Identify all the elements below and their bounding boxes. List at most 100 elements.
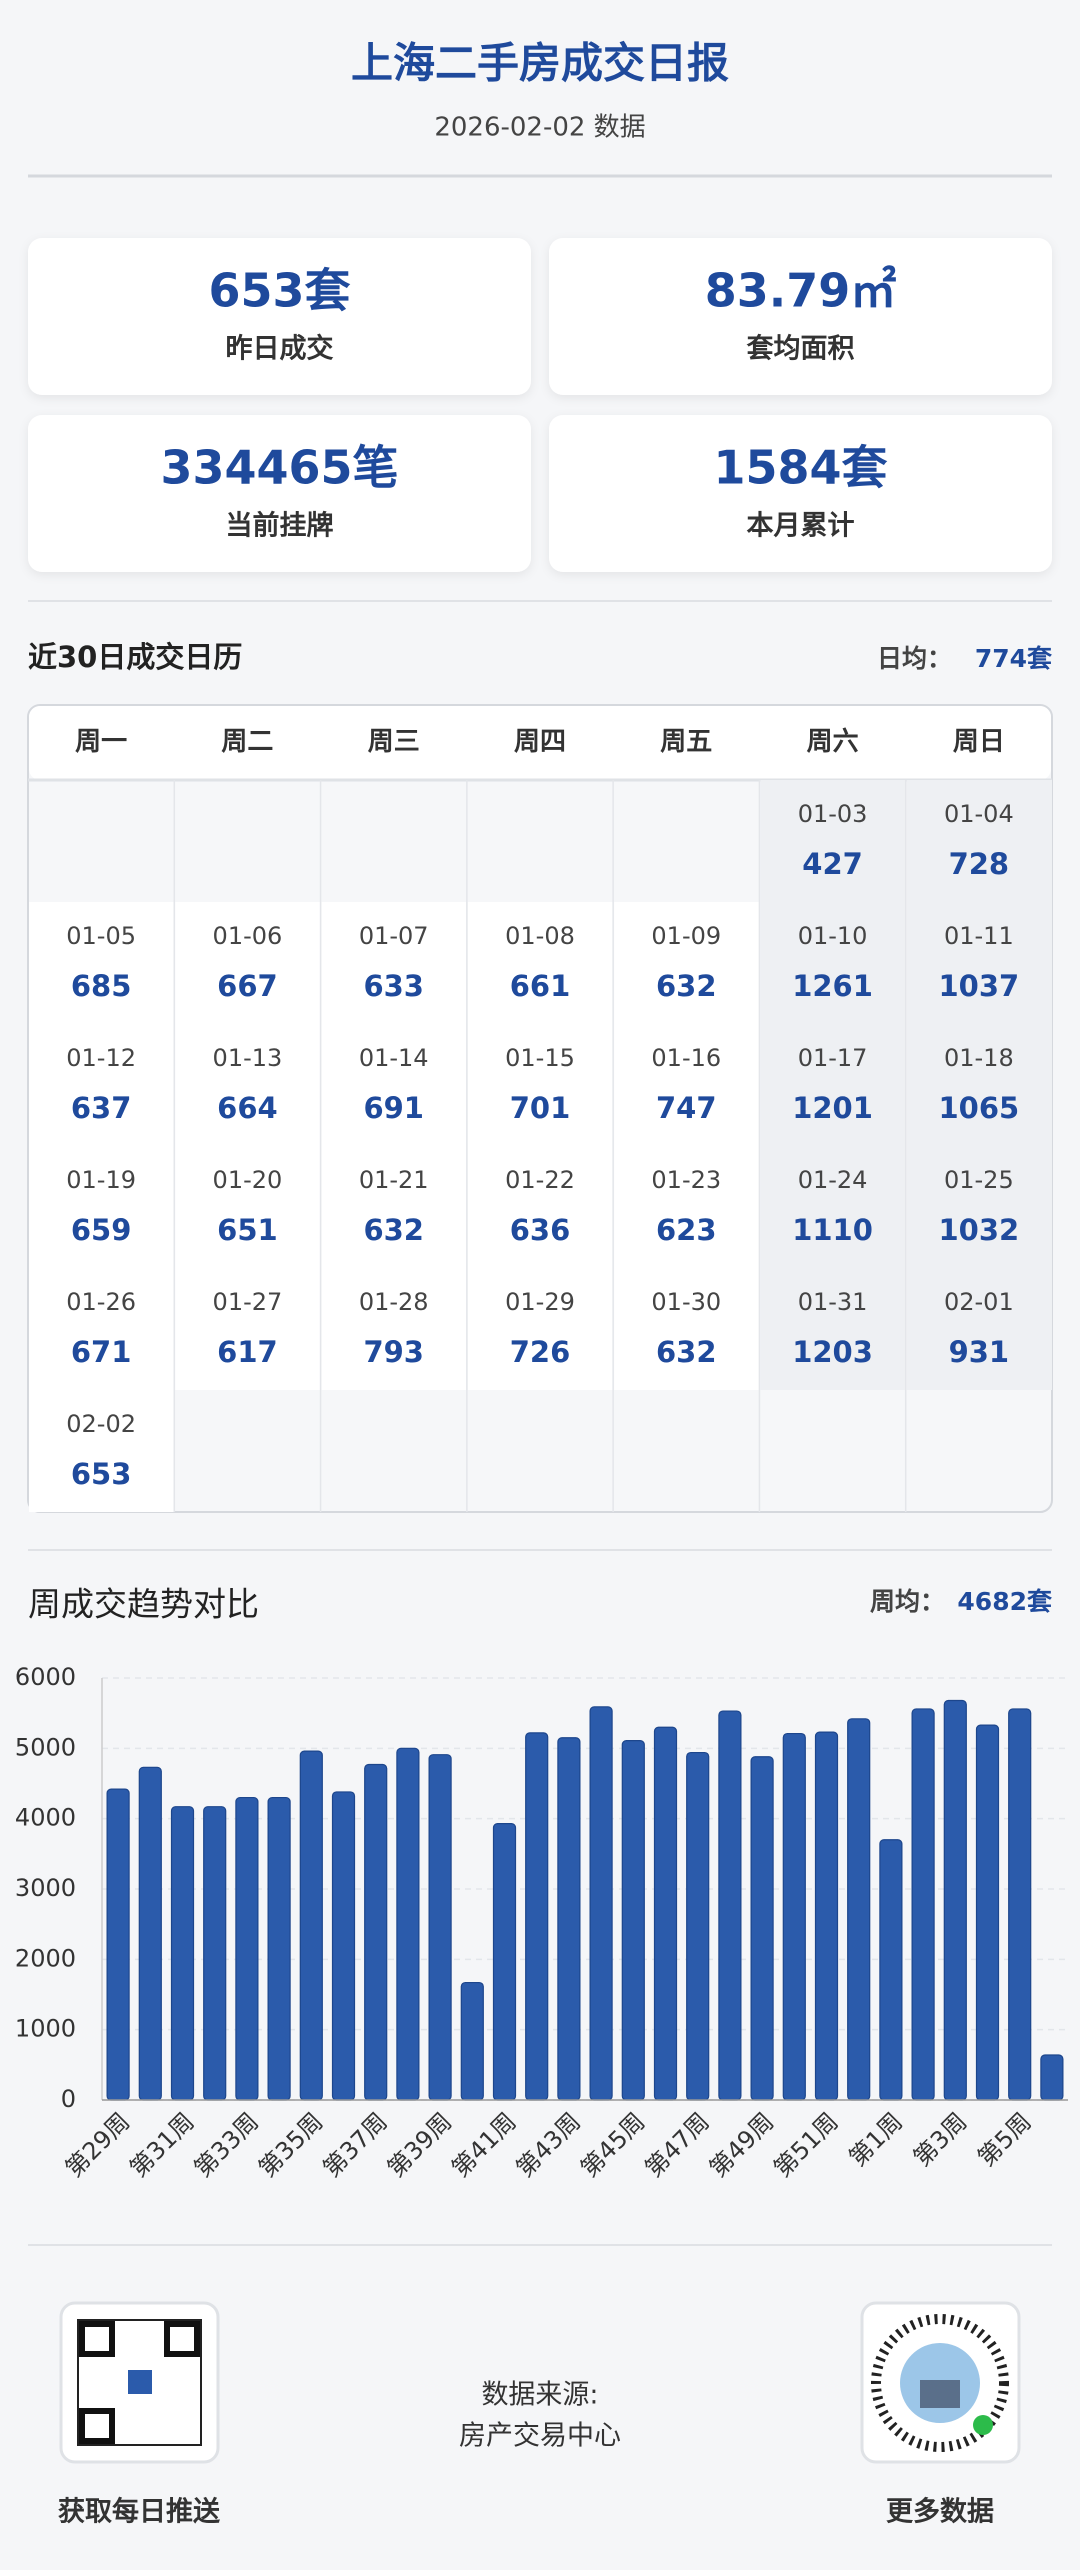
bar — [299, 1750, 323, 2101]
day-cell: 01-18 1065 — [906, 1024, 1052, 1146]
source-name: 房产交易中心 — [459, 2421, 621, 2452]
day-cell: 01-12 637 — [29, 1024, 175, 1146]
stat-label: 套均面积 — [747, 334, 855, 365]
cell-bg — [29, 1024, 175, 1146]
chart-title: 周成交趋势对比 — [28, 1585, 259, 1624]
bar — [1008, 1708, 1032, 2101]
day-date: 01-18 — [944, 1044, 1014, 1072]
weekday-label: 周日 — [953, 727, 1005, 757]
day-count: 653 — [71, 1457, 132, 1491]
day-date: 01-05 — [66, 922, 136, 950]
day-date: 01-07 — [359, 922, 429, 950]
day-cell: 01-20 651 — [175, 1146, 321, 1268]
day-date: 01-28 — [359, 1288, 429, 1316]
day-cell: 01-09 632 — [614, 902, 760, 1024]
day-count: 632 — [363, 1213, 424, 1247]
day-date: 01-15 — [505, 1044, 575, 1072]
bar — [782, 1732, 806, 2101]
bar — [847, 1718, 871, 2101]
weekday-label: 周四 — [514, 727, 566, 757]
stat-label: 本月累计 — [747, 511, 855, 542]
day-count: 661 — [510, 969, 571, 1003]
bar — [428, 1754, 452, 2101]
day-date: 01-22 — [505, 1166, 575, 1194]
day-count: 651 — [217, 1213, 278, 1247]
cell-bg — [467, 1146, 614, 1268]
day-count: 728 — [949, 847, 1010, 881]
day-count: 667 — [217, 969, 278, 1003]
source-label: 数据来源: — [481, 2380, 598, 2411]
cell-bg — [29, 1268, 175, 1390]
day-date: 01-20 — [213, 1166, 283, 1194]
day-count: 1065 — [938, 1091, 1019, 1125]
cell-bg — [760, 1146, 906, 1268]
day-count: 1201 — [792, 1091, 873, 1125]
bar — [879, 1839, 903, 2101]
calendar-avg-label: 日均： — [877, 644, 952, 673]
cell-bg — [29, 1390, 175, 1512]
day-date: 01-11 — [944, 922, 1014, 950]
day-cell: 01-29 726 — [467, 1268, 614, 1390]
day-date: 01-26 — [66, 1288, 136, 1316]
day-cell: 01-06 667 — [175, 902, 321, 1024]
cell-bg — [321, 1146, 467, 1268]
qr-code — [77, 2319, 202, 2446]
day-date: 01-03 — [798, 800, 868, 828]
bar — [653, 1726, 678, 2101]
bar — [975, 1724, 1000, 2101]
day-cell: 01-11 1037 — [906, 902, 1052, 1024]
chart-avg-label: 周均： — [870, 1587, 945, 1616]
bar — [396, 1747, 420, 2101]
day-cell: 01-21 632 — [321, 1146, 467, 1268]
bar — [170, 1806, 195, 2101]
bar — [106, 1788, 130, 2101]
day-count: 632 — [656, 969, 717, 1003]
weekday-label: 周一 — [75, 727, 127, 757]
day-cell: 01-14 691 — [321, 1024, 467, 1146]
stat-label: 昨日成交 — [226, 333, 334, 365]
day-count: 1110 — [792, 1213, 873, 1247]
day-count: 931 — [949, 1335, 1010, 1369]
qr-right[interactable] — [860, 2301, 1021, 2464]
y-tick-label: 3000 — [15, 1874, 76, 1902]
cell-bg — [321, 902, 467, 1024]
card-bg — [28, 238, 531, 395]
bar — [235, 1796, 259, 2101]
day-cell: 01-23 623 — [614, 1146, 760, 1268]
cell-bg — [906, 902, 1052, 1024]
cell-bg — [614, 1024, 760, 1146]
cell-bg — [906, 1268, 1052, 1390]
day-cell: 01-17 1201 — [760, 1024, 906, 1146]
cell-bg — [760, 1024, 906, 1146]
cell-bg — [175, 1024, 321, 1146]
card-bg — [549, 415, 1052, 572]
day-count: 793 — [363, 1335, 424, 1369]
day-date: 02-01 — [944, 1288, 1014, 1316]
y-tick-label: 0 — [61, 2085, 76, 2113]
cell-bg — [614, 1268, 760, 1390]
day-date: 01-17 — [798, 1044, 868, 1072]
day-date: 02-02 — [66, 1410, 136, 1438]
day-cell: 01-28 793 — [321, 1268, 467, 1390]
cell-bg — [906, 1024, 1052, 1146]
qr-left[interactable] — [59, 2301, 220, 2464]
y-tick-label: 4000 — [15, 1804, 76, 1832]
calendar: 周一 周二 周三 周四 周五 周六 周日01-0342701-0472801-0568501… — [27, 704, 1053, 1513]
page-subtitle: 2026-02-02 数据 — [434, 113, 645, 143]
bar — [525, 1732, 549, 2101]
day-cell: 01-31 1203 — [760, 1268, 906, 1390]
day-cell: 01-22 636 — [467, 1146, 614, 1268]
y-tick-label: 6000 — [15, 1663, 76, 1691]
weekly-chart: 0100020003000400050006000第29周第31周第33周第35… — [15, 1663, 1068, 2183]
qr-finder — [79, 2408, 115, 2444]
day-date: 01-14 — [359, 1044, 429, 1072]
day-cell: 01-24 1110 — [760, 1146, 906, 1268]
day-cell: 02-01 931 — [906, 1268, 1052, 1390]
bar — [1040, 2054, 1064, 2101]
card-bg — [549, 238, 1052, 395]
day-date: 01-12 — [66, 1044, 136, 1072]
